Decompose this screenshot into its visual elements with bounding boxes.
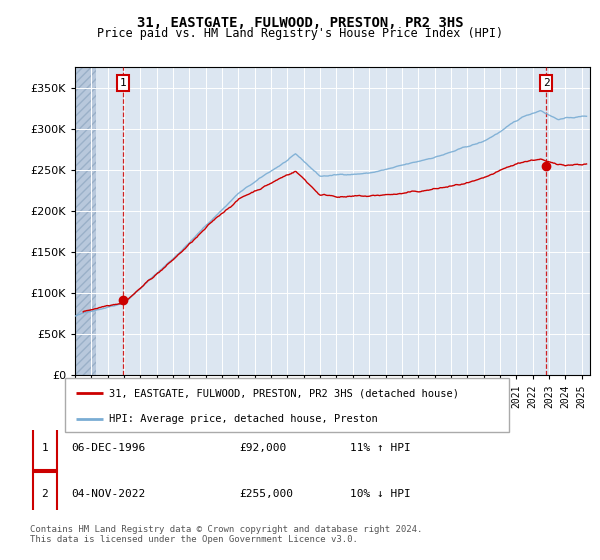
- Text: £92,000: £92,000: [240, 442, 287, 452]
- Text: 1: 1: [41, 442, 48, 452]
- Text: 2: 2: [41, 489, 48, 499]
- FancyBboxPatch shape: [65, 378, 509, 432]
- Text: 31, EASTGATE, FULWOOD, PRESTON, PR2 3HS: 31, EASTGATE, FULWOOD, PRESTON, PR2 3HS: [137, 16, 463, 30]
- Text: 1: 1: [119, 78, 126, 88]
- Text: Price paid vs. HM Land Registry's House Price Index (HPI): Price paid vs. HM Land Registry's House …: [97, 27, 503, 40]
- Text: 11% ↑ HPI: 11% ↑ HPI: [350, 442, 411, 452]
- Text: Contains HM Land Registry data © Crown copyright and database right 2024.
This d: Contains HM Land Registry data © Crown c…: [30, 525, 422, 544]
- Text: 31, EASTGATE, FULWOOD, PRESTON, PR2 3HS (detached house): 31, EASTGATE, FULWOOD, PRESTON, PR2 3HS …: [109, 388, 459, 398]
- Text: 10% ↓ HPI: 10% ↓ HPI: [350, 489, 411, 499]
- Text: £255,000: £255,000: [240, 489, 294, 499]
- Text: 2: 2: [543, 78, 550, 88]
- FancyBboxPatch shape: [33, 472, 57, 516]
- Text: HPI: Average price, detached house, Preston: HPI: Average price, detached house, Pres…: [109, 413, 378, 423]
- Bar: [75, 67, 96, 375]
- Text: 04-NOV-2022: 04-NOV-2022: [71, 489, 146, 499]
- Text: 06-DEC-1996: 06-DEC-1996: [71, 442, 146, 452]
- FancyBboxPatch shape: [33, 426, 57, 470]
